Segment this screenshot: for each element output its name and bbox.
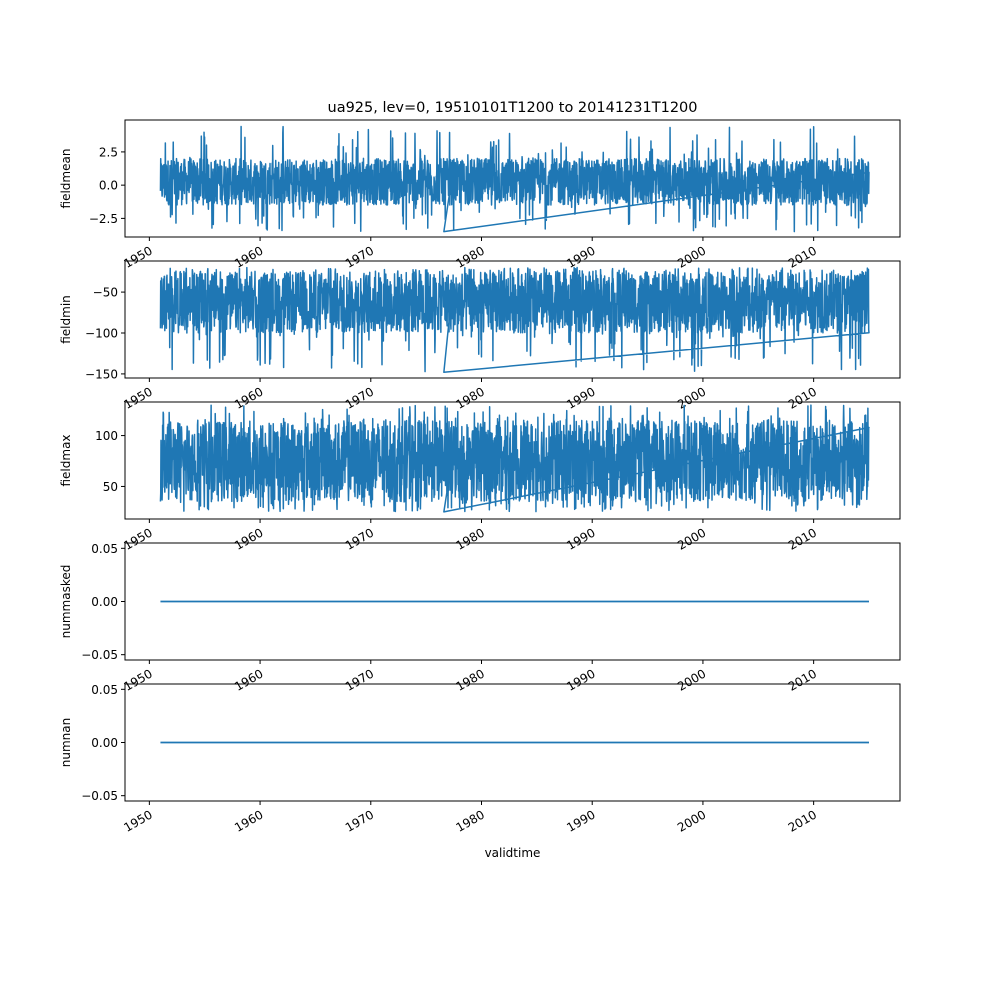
y-tick-label: 100 bbox=[95, 429, 118, 443]
x-tick-label: 1970 bbox=[343, 384, 376, 411]
x-tick-label: 1990 bbox=[564, 384, 597, 411]
x-tick-label: 1970 bbox=[343, 243, 376, 270]
y-tick-label: 0.05 bbox=[91, 683, 118, 697]
x-tick-label: 1960 bbox=[232, 384, 265, 411]
series-line-fieldmin bbox=[159, 266, 870, 374]
x-tick-label: 2010 bbox=[786, 807, 819, 834]
x-tick-label: 1950 bbox=[121, 666, 154, 693]
x-tick-label: 1980 bbox=[454, 384, 487, 411]
y-tick-label: −150 bbox=[85, 367, 118, 381]
axes-frame bbox=[124, 119, 901, 238]
x-tick-label: 1960 bbox=[232, 807, 265, 834]
x-tick-label: 1990 bbox=[564, 807, 597, 834]
x-tick-label: 1950 bbox=[121, 384, 154, 411]
chart-title: ua925, lev=0, 19510101T1200 to 20141231T… bbox=[328, 100, 698, 116]
y-axis-label: fieldmin bbox=[59, 295, 73, 344]
panel-fieldmean: −2.5 0.0 2.5 fieldmean 1950 1960 1970 1980 1990 2… bbox=[59, 119, 901, 271]
y-axis-label: fieldmean bbox=[59, 149, 73, 209]
x-tick-label: 1980 bbox=[454, 666, 487, 693]
x-tick-label: 1960 bbox=[232, 525, 265, 552]
panel-fieldmin: −150 −100 −50 fieldmin 1950 1960 1970 1980 1990 2… bbox=[59, 260, 901, 412]
x-tick-label: 2010 bbox=[786, 666, 819, 693]
y-tick-label: −0.05 bbox=[81, 789, 118, 803]
x-tick-label: 1960 bbox=[232, 666, 265, 693]
axes-frame bbox=[124, 260, 901, 379]
x-tick-label: 1970 bbox=[343, 525, 376, 552]
y-axis-label: nummasked bbox=[59, 565, 73, 639]
x-tick-label: 1970 bbox=[343, 807, 376, 834]
x-tick-label: 2010 bbox=[786, 525, 819, 552]
y-tick-label: 0.00 bbox=[91, 736, 118, 750]
x-tick-label: 2000 bbox=[675, 243, 708, 270]
x-tick-label: 1990 bbox=[564, 666, 597, 693]
y-tick-label: −0.05 bbox=[81, 648, 118, 662]
series-line-fieldmean bbox=[159, 125, 870, 233]
x-tick-label: 1990 bbox=[564, 243, 597, 270]
y-tick-label: 0.05 bbox=[91, 542, 118, 556]
x-tick-label: 2000 bbox=[675, 525, 708, 552]
x-axis-label: validtime bbox=[485, 846, 541, 860]
y-axis-label: numnan bbox=[59, 718, 73, 767]
x-tick-label: 2010 bbox=[786, 384, 819, 411]
x-tick-label: 2000 bbox=[675, 807, 708, 834]
x-tick-label: 1990 bbox=[564, 525, 597, 552]
y-tick-label: 50 bbox=[103, 480, 118, 494]
y-tick-label: −50 bbox=[93, 286, 118, 300]
axes-frame bbox=[124, 401, 901, 520]
x-tick-label: 1980 bbox=[454, 243, 487, 270]
y-tick-label: 0.00 bbox=[91, 595, 118, 609]
y-tick-label: −100 bbox=[85, 327, 118, 341]
x-tick-label: 1950 bbox=[121, 243, 154, 270]
x-tick-label: 1980 bbox=[454, 525, 487, 552]
x-tick-label: 2010 bbox=[786, 243, 819, 270]
y-tick-label: 2.5 bbox=[99, 145, 118, 159]
panel-numnan: −0.05 0.00 0.05 numnan 1950 1960 1970 1980 1990 2… bbox=[59, 683, 901, 835]
panel-nummasked: −0.05 0.00 0.05 nummasked 1950 1960 1970 1980 19… bbox=[59, 542, 901, 694]
x-tick-label: 2000 bbox=[675, 666, 708, 693]
x-tick-label: 1950 bbox=[121, 525, 154, 552]
y-tick-label: −2.5 bbox=[89, 212, 118, 226]
y-tick-label: 0.0 bbox=[99, 179, 118, 193]
x-tick-label: 1950 bbox=[121, 807, 154, 834]
y-axis-label: fieldmax bbox=[59, 434, 73, 486]
panel-fieldmax: 50 100 fieldmax 1950 1960 1970 1980 1990 2000 201… bbox=[59, 401, 901, 553]
x-tick-label: 1970 bbox=[343, 666, 376, 693]
x-tick-label: 2000 bbox=[675, 384, 708, 411]
series-line-fieldmax bbox=[159, 404, 870, 513]
x-tick-label: 1980 bbox=[454, 807, 487, 834]
x-tick-label: 1960 bbox=[232, 243, 265, 270]
